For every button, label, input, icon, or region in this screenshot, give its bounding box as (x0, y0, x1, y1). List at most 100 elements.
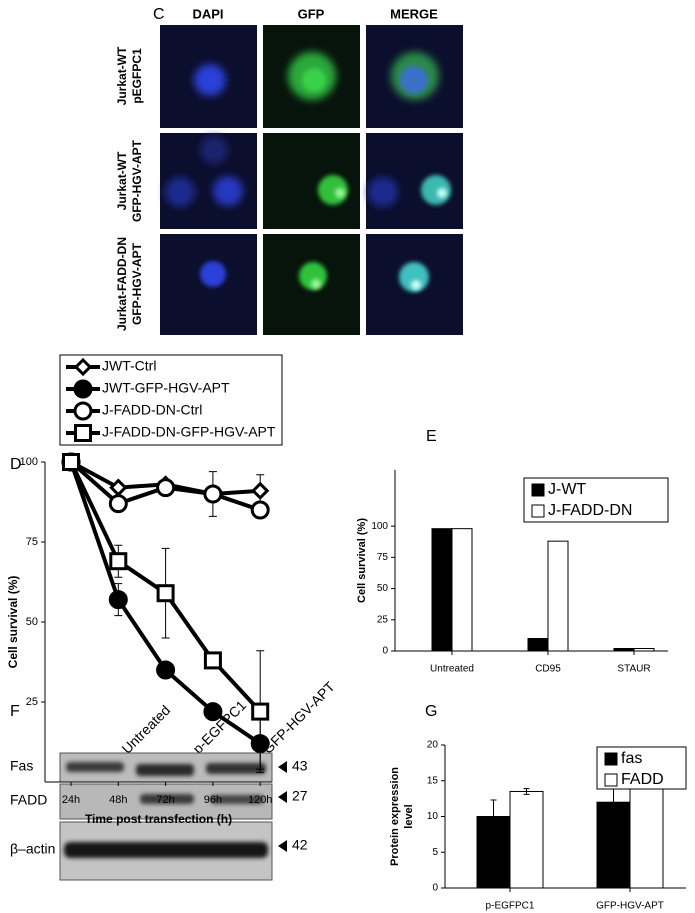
legend-label: J-FADD-DN-Ctrl (102, 402, 202, 418)
bar (431, 528, 453, 652)
bar (613, 648, 635, 652)
panel-label: D (10, 456, 22, 473)
marker (250, 734, 270, 754)
legend-label: fas (621, 750, 642, 767)
x-tick-label: 48h (109, 794, 127, 806)
panel-label: C (153, 6, 165, 23)
marker (108, 494, 128, 514)
error-bar (523, 788, 530, 795)
x-tick-label: Untreated (430, 664, 474, 675)
x-tick-label: 24h (62, 794, 80, 806)
y-tick-label: 0 (382, 646, 388, 657)
blot (59, 752, 273, 881)
y-tick-label: 75 (26, 536, 38, 548)
micrographs (160, 25, 463, 335)
size-label: 27 (292, 788, 308, 804)
bar (547, 540, 569, 652)
legend-marker (73, 357, 93, 377)
marker (156, 478, 176, 498)
lane-label: Untreated (118, 702, 173, 757)
legend-marker (73, 401, 93, 421)
y-tick-label: 25 (26, 696, 38, 708)
protein-label: Fas (10, 758, 33, 774)
panel-label: F (10, 703, 20, 720)
legend-box (59, 354, 283, 446)
legend-label: J-WT (548, 481, 586, 498)
marker (109, 552, 128, 571)
bar (633, 648, 655, 652)
row-label: Jurkat-WT (115, 46, 129, 105)
x-tick-label: p-EGFPC1 (486, 901, 535, 912)
x-axis-label: Time post transfection (h) (85, 812, 232, 826)
row-label: GFP-HGV-APT (130, 139, 144, 222)
legend-label: J-FADD-DN (548, 502, 632, 519)
legend-label: JWT-Ctrl (102, 358, 156, 374)
y-tick-label: 5 (432, 847, 438, 858)
y-axis-label: level (403, 804, 415, 828)
legend-label: JWT-GFP-HGV-APT (102, 380, 230, 396)
protein-label: β–actin (10, 841, 55, 857)
arrow (278, 840, 287, 852)
row-label: GFP-HGV-APT (130, 242, 144, 325)
bar (527, 638, 549, 652)
marker (156, 584, 175, 603)
column-header: GFP (298, 6, 325, 21)
marker (203, 484, 223, 504)
x-tick-label: GFP-HGV-APT (596, 901, 664, 912)
y-tick-label: 15 (427, 775, 439, 786)
x-tick-label: STAUR (617, 664, 650, 675)
marker (250, 500, 270, 520)
y-axis-label: Cell survival (%) (6, 576, 20, 669)
y-axis-label: Protein expression (389, 767, 401, 866)
row-label: pEGFPC1 (130, 48, 144, 104)
bar (629, 780, 664, 889)
legend-swatch (604, 752, 618, 766)
legend-box (523, 477, 669, 523)
bar (451, 528, 473, 652)
legend-marker (74, 424, 92, 442)
x-tick-label: 96h (204, 794, 222, 806)
marker (203, 702, 223, 722)
size-label: 43 (292, 758, 308, 774)
panel-label: E (426, 428, 437, 445)
marker (156, 660, 176, 680)
column-header: DAPI (192, 6, 223, 21)
y-tick-label: 100 (20, 456, 38, 468)
column-header: MERGE (390, 6, 438, 21)
marker (203, 651, 222, 670)
y-tick-label: 100 (371, 521, 388, 532)
legend-marker (73, 379, 93, 399)
error-bar (490, 799, 497, 834)
y-tick-label: 50 (26, 616, 38, 628)
legend-label: J-FADD-DN-GFP-HGV-APT (102, 424, 276, 440)
row-label: Jurkat-FADD-DN (115, 237, 129, 331)
protein-label: FADD (10, 792, 47, 808)
legend-label: FADD (621, 771, 664, 788)
x-tick-label: 72h (156, 794, 174, 806)
arrow (278, 791, 287, 803)
y-tick-label: 25 (377, 614, 389, 625)
row-label: Jurkat-WT (115, 151, 129, 210)
y-axis-label: Cell survival (%) (356, 518, 368, 603)
marker (108, 590, 128, 610)
y-tick-label: 0 (432, 883, 438, 894)
y-tick-label: 20 (427, 740, 439, 751)
x-tick-label: 120h (248, 794, 272, 806)
marker (251, 481, 270, 500)
legend-swatch (604, 773, 618, 787)
marker (251, 702, 270, 721)
panel-label: G (425, 703, 437, 720)
bar (509, 790, 544, 889)
y-tick-label: 50 (377, 583, 389, 594)
x-tick-label: CD95 (535, 664, 561, 675)
arrow (278, 761, 287, 773)
y-tick-label: 10 (427, 811, 439, 822)
marker (62, 453, 80, 471)
legend-swatch (531, 504, 545, 518)
legend-swatch (531, 483, 545, 497)
lane-label: GFP-HGV-APT (259, 678, 338, 757)
size-label: 42 (292, 837, 308, 853)
y-tick-label: 75 (377, 552, 389, 563)
